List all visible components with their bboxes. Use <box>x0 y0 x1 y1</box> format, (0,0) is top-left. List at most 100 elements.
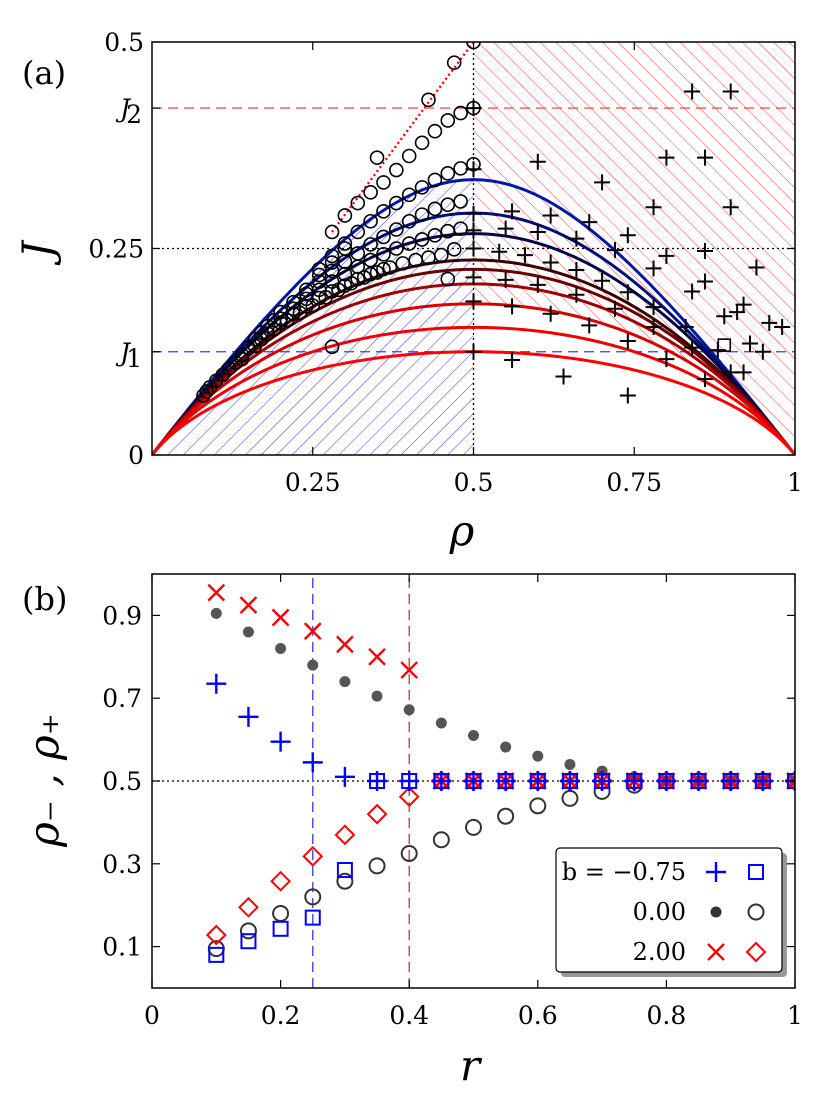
y-tick-label-a-2: 0.5 <box>104 28 144 57</box>
marker-circle-68 <box>389 222 404 237</box>
y-tick-label-b-4: 0.9 <box>102 601 142 630</box>
marker-plus-8 <box>463 771 484 791</box>
marker-plus-62 <box>722 83 739 100</box>
marker-dot-5 <box>371 690 383 702</box>
marker-x-18 <box>786 772 795 790</box>
marker-circle-74 <box>311 261 327 277</box>
marker-plus-31 <box>497 220 514 237</box>
marker-circle-64 <box>337 254 353 270</box>
marker-dot-2 <box>275 643 287 655</box>
marker-circle-77 <box>350 224 366 240</box>
marker-plus-51 <box>645 199 662 216</box>
marker-plus-54 <box>761 314 778 331</box>
marker-x-5 <box>368 647 386 666</box>
marker-plus-6 <box>542 305 559 322</box>
marker-diamond-4 <box>334 824 356 846</box>
markers <box>196 42 791 404</box>
marker-x-6 <box>400 661 419 679</box>
marker-circle-67 <box>376 229 391 245</box>
marker-plus-60 <box>774 318 791 335</box>
y-axis-label-a: J <box>13 239 62 266</box>
marker-dot-11 <box>564 758 576 770</box>
marker-circle-56 <box>401 236 417 251</box>
x-axis-label-a: ρ <box>449 506 475 555</box>
marker-diamond-6 <box>398 786 420 808</box>
marker-plus-0 <box>206 673 227 694</box>
x-tick-label-b-3: 0.6 <box>518 1001 558 1030</box>
marker-plus-43 <box>619 227 636 244</box>
marker-plus-34 <box>606 242 623 259</box>
marker-plus-38 <box>741 335 758 352</box>
marker-dot-3 <box>307 659 319 671</box>
marker-plus-10 <box>527 771 548 791</box>
y-tick-label-a-1: 0.25 <box>88 235 144 264</box>
marker-dot-0 <box>210 607 222 619</box>
marker-plus-11 <box>465 269 482 286</box>
y-axis-label-b: ρ₋ , ρ₊ <box>19 713 68 848</box>
marker-circle-33 <box>279 313 295 328</box>
marker-circle-96 <box>440 113 456 128</box>
marker-dot-4 <box>339 676 351 688</box>
marker-circle-76 <box>337 236 353 251</box>
marker-plus-33 <box>568 230 585 247</box>
marker-circle-54 <box>376 246 391 262</box>
marker-circle-3 <box>304 888 322 906</box>
legend-marker-2-a <box>707 943 725 961</box>
legend-marker-1-b <box>747 903 765 921</box>
marker-circle-81 <box>401 187 417 203</box>
y-tick-label-J2-sub: 2 <box>126 100 142 129</box>
x-tick-label-b-0: 0 <box>144 1001 160 1030</box>
marker-dot-7 <box>435 717 447 729</box>
y-tick-label-b-1: 0.3 <box>102 850 142 879</box>
marker-circle-7 <box>432 831 450 849</box>
marker-diamond-2 <box>270 870 292 892</box>
x-tick-label-b-5: 1 <box>787 1001 803 1030</box>
marker-circle-48 <box>299 291 314 307</box>
marker-plus-50 <box>594 174 611 191</box>
marker-circle-10 <box>529 797 547 815</box>
legend-label-2: 2.00 <box>633 938 686 966</box>
y-tick-label-J1: J <box>115 338 132 367</box>
marker-circle-87 <box>324 224 340 240</box>
marker-square-3 <box>304 909 321 926</box>
marker-circle-93 <box>401 148 417 164</box>
legend-marker-1-a <box>710 906 722 918</box>
y-tick-label-J1-sub: 1 <box>126 344 142 373</box>
marker-circle-1 <box>239 922 257 940</box>
marker-plus-16 <box>720 771 741 791</box>
marker-plus-42 <box>581 214 598 231</box>
marker-plus-12 <box>497 271 514 288</box>
marker-circle-91 <box>376 175 391 190</box>
marker-plus-19 <box>465 240 482 257</box>
marker-circle-41 <box>382 260 398 275</box>
legend-marker-0-b <box>748 864 764 880</box>
legend: b = −0.75 0.00 2.00 <box>555 847 787 977</box>
x-axis-label-b: r <box>460 1041 483 1090</box>
marker-circle-49 <box>311 282 327 298</box>
marker-circle-70 <box>414 207 430 222</box>
y-tick-label-b-2: 0.5 <box>102 767 142 796</box>
legend-marker-2-b <box>745 941 767 963</box>
marker-plus-36 <box>684 283 701 300</box>
x-tick-label-a-3: 1 <box>787 468 803 497</box>
marker-x-3 <box>303 622 322 640</box>
marker-circle-46 <box>273 311 288 327</box>
marker-plus-29 <box>735 364 752 381</box>
marker-circle-92 <box>389 162 404 178</box>
marker-circle-71 <box>427 201 443 217</box>
marker-plus-24 <box>594 272 611 289</box>
marker-plus-46 <box>729 304 746 321</box>
marker-plus-13 <box>624 771 645 791</box>
y-tick-label-J2: J <box>115 94 132 123</box>
marker-plus-15 <box>606 300 623 317</box>
marker-circle-66 <box>363 237 378 252</box>
marker-plus-17 <box>684 339 701 356</box>
marker-circle-99 <box>369 150 385 165</box>
marker-circle-16 <box>311 267 327 283</box>
marker-circle-47 <box>286 301 301 317</box>
marker-circle-45 <box>434 247 449 263</box>
marker-plus-9 <box>658 351 675 368</box>
marker-plus-9 <box>495 771 516 791</box>
